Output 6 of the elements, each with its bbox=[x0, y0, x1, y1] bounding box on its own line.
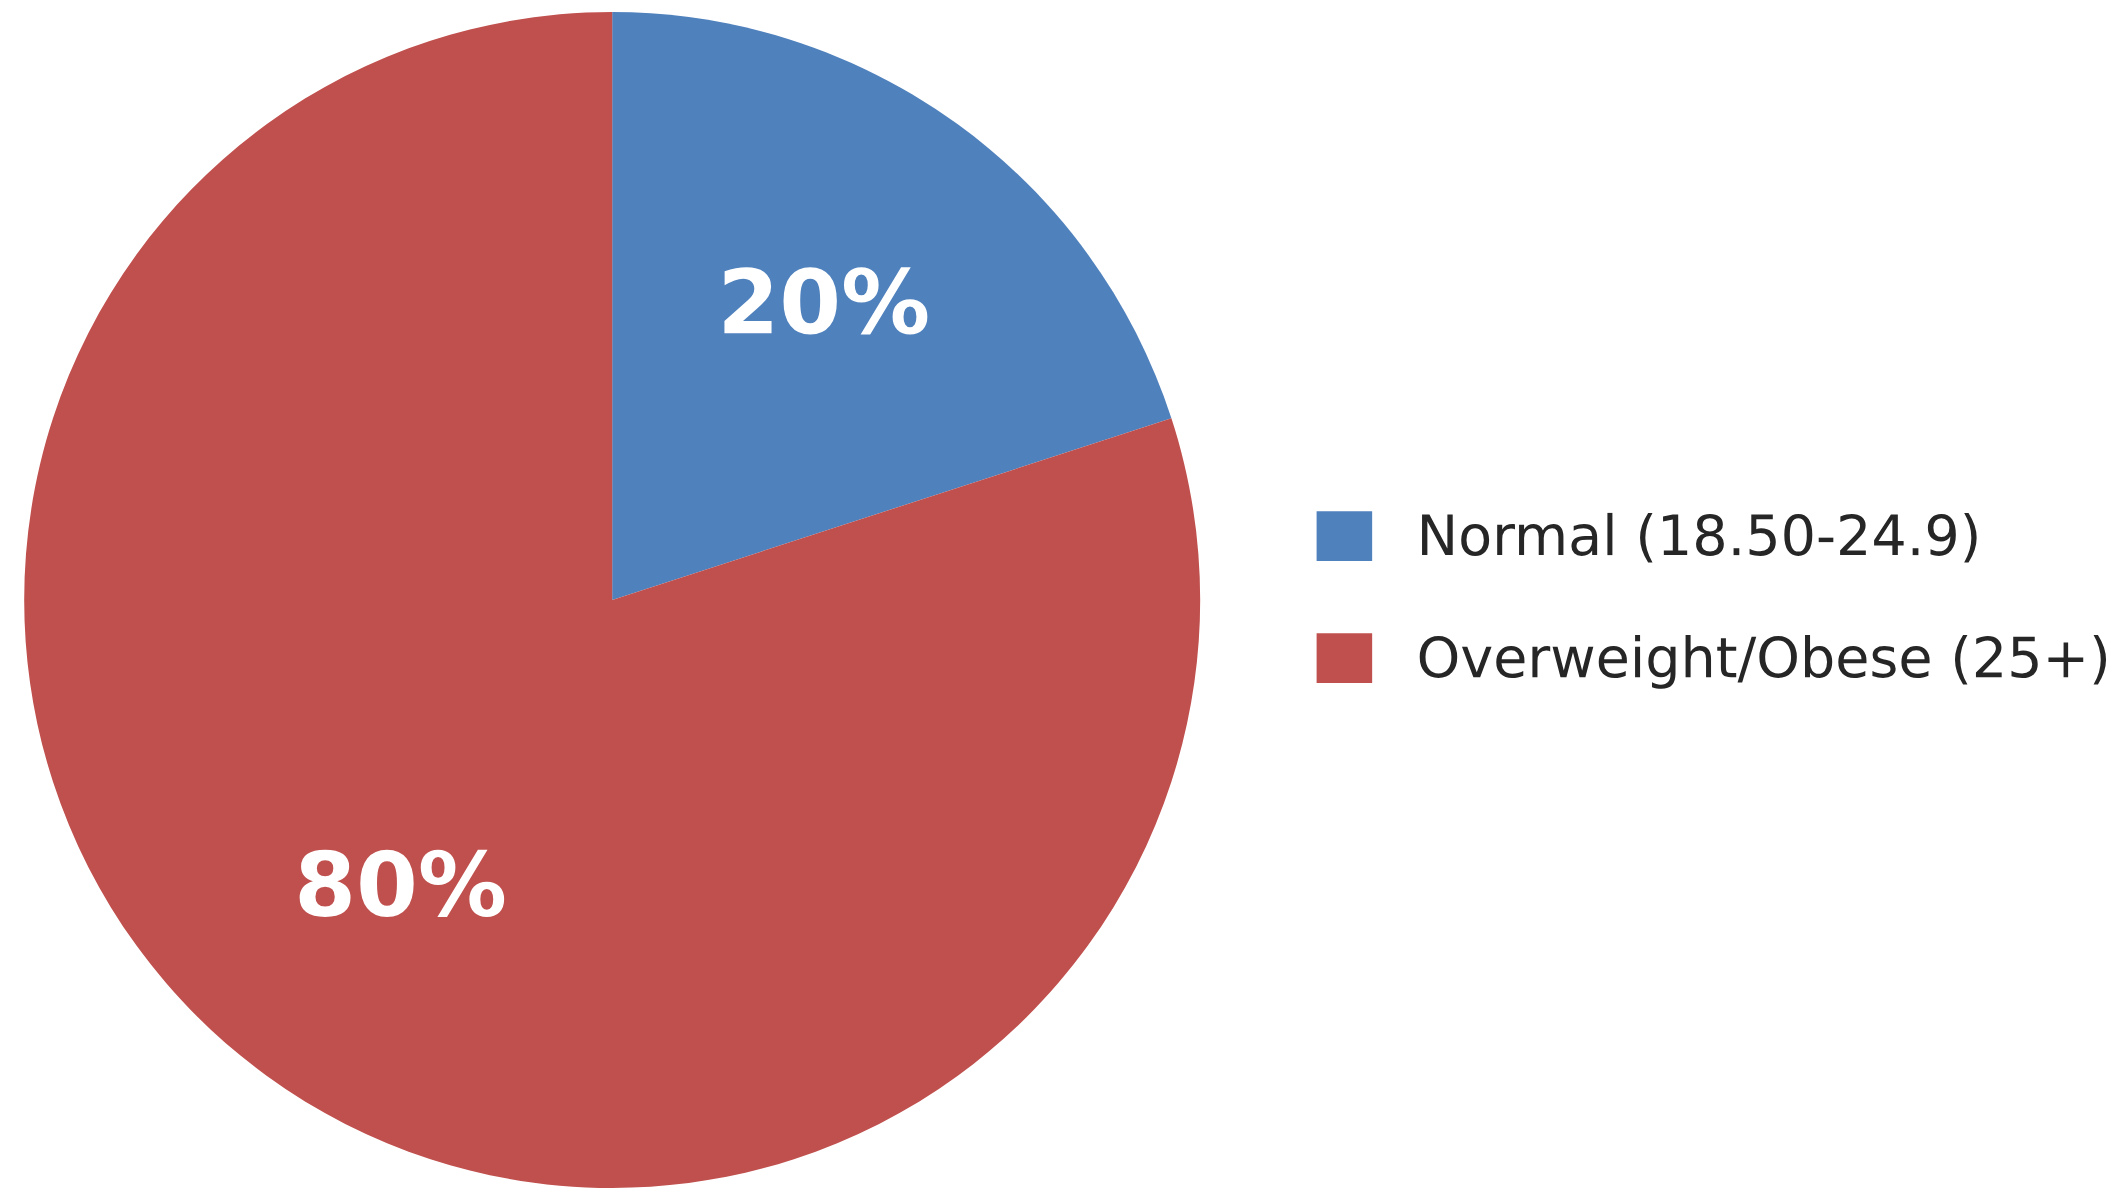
pie-slice bbox=[24, 12, 1201, 1188]
legend-label: Overweight/Obese (25+) bbox=[1419, 635, 2107, 689]
data-label: 80% bbox=[299, 849, 505, 918]
data-label: 20% bbox=[724, 267, 928, 335]
legend-label: Normal (18.50-24.9) bbox=[1422, 512, 1977, 563]
pie-slice bbox=[612, 12, 1172, 600]
